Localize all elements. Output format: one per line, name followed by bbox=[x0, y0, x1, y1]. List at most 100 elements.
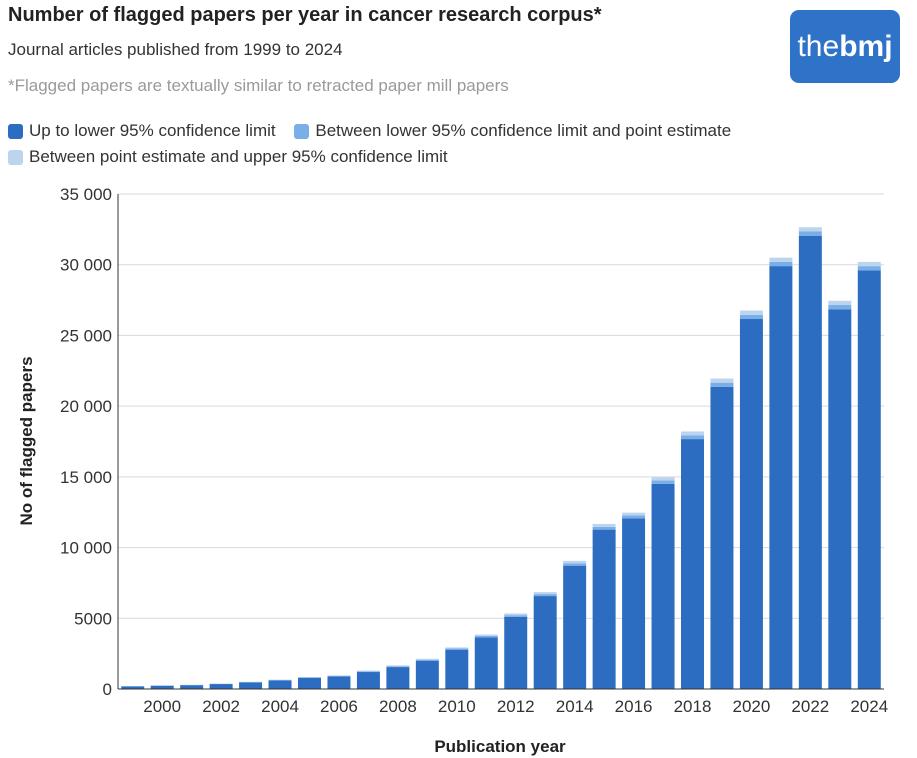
x-tick-label: 2024 bbox=[850, 697, 888, 716]
x-tick-label: 2020 bbox=[733, 697, 771, 716]
bar-segment-lower bbox=[828, 309, 852, 689]
x-tick-label: 2010 bbox=[438, 697, 476, 716]
x-tick-label: 2022 bbox=[791, 697, 829, 716]
bar-segment-lower bbox=[739, 319, 763, 689]
bar-segment-lower bbox=[415, 660, 439, 689]
bar-segment-lower bbox=[798, 235, 822, 689]
bar-segment-lower bbox=[504, 616, 528, 689]
bar-segment-middle bbox=[651, 480, 675, 484]
bar-segment-lower bbox=[857, 270, 881, 689]
bar-segment-upper bbox=[327, 675, 351, 676]
bar-segment-upper bbox=[356, 670, 380, 672]
bar-segment-upper bbox=[504, 613, 528, 616]
bar-segment-upper bbox=[681, 431, 704, 436]
y-tick-label: 35 000 bbox=[60, 185, 112, 204]
bar-segment-upper bbox=[386, 665, 410, 667]
x-tick-label: 2006 bbox=[320, 697, 358, 716]
x-tick-label: 2018 bbox=[674, 697, 712, 716]
bar-segment-upper bbox=[445, 647, 469, 649]
bar-segment-lower bbox=[298, 677, 321, 689]
legend: Up to lower 95% confidence limit Between… bbox=[8, 118, 908, 170]
bar-segment-upper bbox=[474, 634, 498, 636]
bar-segment-upper bbox=[651, 477, 675, 481]
bar-segment-upper bbox=[622, 512, 646, 516]
bar-segment-middle bbox=[739, 314, 763, 320]
legend-item-lower: Up to lower 95% confidence limit bbox=[8, 118, 276, 144]
bar-segment-upper bbox=[828, 300, 852, 306]
legend-item-middle: Between lower 95% confidence limit and p… bbox=[294, 118, 731, 144]
legend-label: Up to lower 95% confidence limit bbox=[29, 121, 276, 140]
bar-segment-middle bbox=[681, 435, 704, 440]
y-tick-label: 15 000 bbox=[60, 468, 112, 487]
axes: 0 5000 10 000 15 000 20 000 25 000 30 000 35 00… bbox=[60, 185, 888, 716]
chart-footnote: *Flagged papers are textually similar to… bbox=[8, 76, 509, 95]
bar-segment-upper bbox=[857, 261, 881, 267]
x-tick-label: 2004 bbox=[261, 697, 299, 716]
bar-segment-middle bbox=[798, 231, 822, 236]
bar-segment-middle bbox=[504, 615, 528, 617]
legend-label: Between lower 95% confidence limit and p… bbox=[315, 121, 732, 140]
bar-segment-upper bbox=[739, 310, 763, 315]
bar-segment-upper bbox=[563, 560, 587, 564]
bar-segment-lower bbox=[592, 529, 616, 689]
bar-segment-lower bbox=[622, 518, 646, 689]
x-axis-label: Publication year bbox=[434, 737, 566, 756]
bar-segment-lower bbox=[681, 439, 704, 689]
bar-segment-middle bbox=[857, 266, 881, 271]
bar-segment-lower bbox=[180, 685, 204, 689]
bar-segment-middle bbox=[327, 675, 351, 677]
bar-segment-middle bbox=[415, 659, 439, 661]
chart-title: Number of flagged papers per year in can… bbox=[8, 4, 602, 26]
y-tick-label: 25 000 bbox=[60, 326, 112, 345]
bar-segment-middle bbox=[769, 261, 793, 267]
logo-text-the: the bbox=[797, 29, 840, 63]
bar-segment-lower bbox=[769, 266, 793, 689]
bar-segment-middle bbox=[592, 526, 616, 530]
bar-segment-middle bbox=[533, 594, 557, 597]
bar-segment-lower bbox=[356, 672, 380, 689]
chart-subtitle: Journal articles published from 1999 to … bbox=[8, 40, 343, 59]
bar-segment-lower bbox=[150, 685, 174, 689]
bar-segment-lower bbox=[121, 686, 145, 689]
legend-swatch-light bbox=[8, 149, 23, 165]
bar-segment-lower bbox=[386, 667, 410, 689]
bar-segment-middle bbox=[622, 515, 646, 519]
bar-segment-lower bbox=[239, 682, 263, 689]
x-tick-label: 2016 bbox=[615, 697, 653, 716]
bar-segment-middle bbox=[445, 648, 469, 650]
bar-segment-middle bbox=[356, 671, 380, 673]
x-tick-label: 2000 bbox=[143, 697, 181, 716]
bar-segment-upper bbox=[592, 523, 616, 527]
y-tick-label: 5000 bbox=[74, 609, 112, 628]
x-tick-label: 2008 bbox=[379, 697, 417, 716]
bar-segment-middle bbox=[828, 305, 852, 310]
bar-segment-upper bbox=[798, 227, 822, 232]
bar-segment-middle bbox=[474, 635, 498, 638]
bar-segment-lower bbox=[474, 637, 498, 689]
legend-item-upper: Between point estimate and upper 95% con… bbox=[8, 144, 448, 170]
legend-swatch-mid bbox=[294, 123, 310, 139]
bar-segment-middle bbox=[563, 563, 587, 566]
bar-segment-lower bbox=[209, 684, 233, 689]
bar-segment-lower bbox=[445, 649, 469, 689]
bar-segment-middle bbox=[710, 382, 734, 387]
bar-segment-upper bbox=[415, 658, 439, 660]
grid-lines bbox=[118, 193, 884, 619]
x-tick-label: 2012 bbox=[497, 697, 535, 716]
y-tick-label: 0 bbox=[103, 680, 112, 699]
bar-segment-lower bbox=[533, 596, 557, 689]
bar-segment-lower bbox=[651, 483, 675, 689]
x-tick-label: 2002 bbox=[202, 697, 240, 716]
y-tick-label: 10 000 bbox=[60, 539, 112, 558]
legend-swatch-dark bbox=[8, 123, 23, 139]
bar-segment-upper bbox=[769, 257, 793, 262]
bar-segment-lower bbox=[710, 386, 734, 689]
legend-label: Between point estimate and upper 95% con… bbox=[29, 147, 448, 166]
bar-segment-upper bbox=[533, 592, 557, 595]
bar-segment-lower bbox=[327, 676, 351, 689]
bars bbox=[121, 227, 881, 689]
bar-segment-lower bbox=[563, 565, 587, 689]
y-tick-label: 30 000 bbox=[60, 256, 112, 275]
bar-segment-middle bbox=[386, 666, 410, 668]
